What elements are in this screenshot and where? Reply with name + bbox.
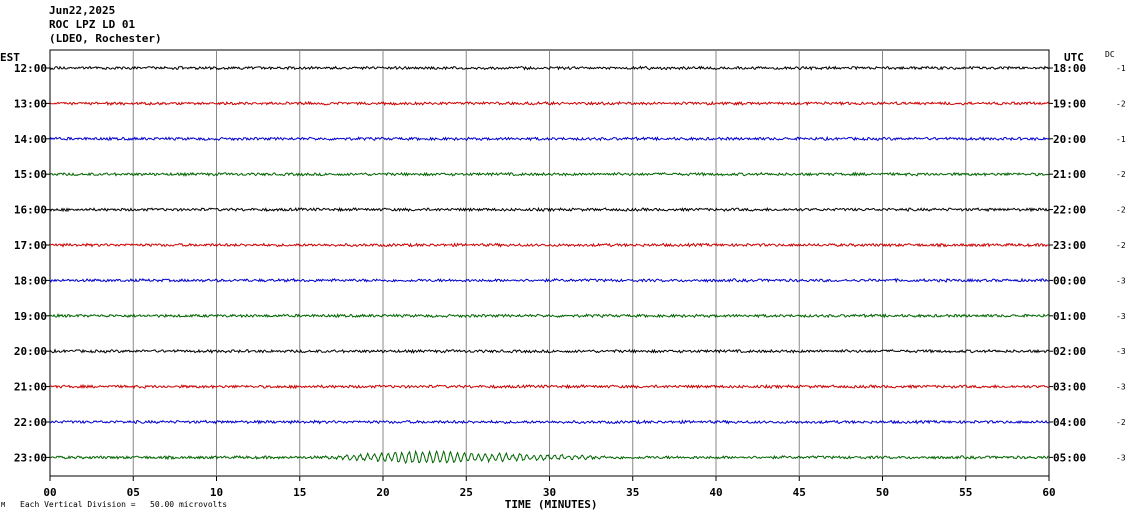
footer-scale-note: Each Vertical Division = 50.00 microvolt… bbox=[20, 500, 228, 509]
x-tick-label: 45 bbox=[793, 486, 806, 499]
dc-value-label: -3 bbox=[1116, 453, 1126, 462]
x-tick-label: 60 bbox=[1042, 486, 1055, 499]
dc-value-label: -1 bbox=[1116, 135, 1126, 144]
x-tick-label: 05 bbox=[127, 486, 140, 499]
dc-value-label: -1 bbox=[1116, 64, 1126, 73]
utc-time-label: 02:00 bbox=[1053, 345, 1086, 358]
trace-line bbox=[49, 171, 1050, 177]
trace-line bbox=[49, 100, 1050, 107]
dc-value-label: -2 bbox=[1116, 99, 1126, 108]
x-tick-label: 15 bbox=[293, 486, 306, 499]
trace-line bbox=[49, 135, 1050, 142]
utc-time-label: 05:00 bbox=[1053, 451, 1086, 464]
x-tick-label: 10 bbox=[210, 486, 223, 499]
x-tick-label: 25 bbox=[460, 486, 473, 499]
utc-time-label: 21:00 bbox=[1053, 168, 1086, 181]
utc-time-label: 22:00 bbox=[1053, 204, 1086, 217]
dc-value-label: -2 bbox=[1116, 418, 1126, 427]
dc-label: DC bbox=[1105, 50, 1115, 59]
est-time-label: 19:00 bbox=[14, 310, 47, 323]
est-time-label: 23:00 bbox=[14, 451, 47, 464]
dc-value-label: -3 bbox=[1116, 383, 1126, 392]
dc-value-label: -2 bbox=[1116, 206, 1126, 215]
utc-time-label: 04:00 bbox=[1053, 416, 1086, 429]
x-tick-label: 50 bbox=[876, 486, 889, 499]
header-network: (LDEO, Rochester) bbox=[49, 32, 162, 45]
x-axis-label: TIME (MINUTES) bbox=[505, 498, 598, 511]
header-date: Jun22,2025 bbox=[49, 4, 116, 17]
est-time-label: 13:00 bbox=[14, 97, 47, 110]
est-time-label: 22:00 bbox=[14, 416, 47, 429]
x-tick-label: 00 bbox=[43, 486, 56, 499]
est-time-label: 14:00 bbox=[14, 133, 47, 146]
utc-time-label: 00:00 bbox=[1053, 274, 1086, 287]
est-label: EST bbox=[0, 51, 20, 64]
utc-time-label: 18:00 bbox=[1053, 62, 1086, 75]
trace-line bbox=[49, 383, 1050, 390]
trace-line bbox=[49, 206, 1050, 213]
dc-value-label: -2 bbox=[1116, 170, 1126, 179]
trace-line bbox=[49, 313, 1050, 319]
x-tick-label: 30 bbox=[543, 486, 556, 499]
utc-time-label: 19:00 bbox=[1053, 97, 1086, 110]
trace-line bbox=[49, 348, 1050, 354]
x-tick-label: 35 bbox=[626, 486, 639, 499]
dc-value-label: -2 bbox=[1116, 241, 1126, 250]
utc-time-label: 03:00 bbox=[1053, 381, 1086, 394]
trace-line bbox=[49, 419, 1050, 425]
x-tick-label: 55 bbox=[959, 486, 972, 499]
trace-line bbox=[49, 277, 1050, 284]
trace-line bbox=[49, 65, 1050, 71]
est-time-label: 16:00 bbox=[14, 204, 47, 217]
est-time-label: 21:00 bbox=[14, 381, 47, 394]
dc-value-label: -3 bbox=[1116, 276, 1126, 285]
utc-time-label: 23:00 bbox=[1053, 239, 1086, 252]
utc-time-label: 20:00 bbox=[1053, 133, 1086, 146]
footer-mark: M bbox=[1, 501, 6, 509]
header-station: ROC LPZ LD 01 bbox=[49, 18, 136, 31]
est-time-label: 18:00 bbox=[14, 274, 47, 287]
est-time-label: 15:00 bbox=[14, 168, 47, 181]
trace-line bbox=[49, 242, 1050, 248]
dc-value-label: -3 bbox=[1116, 312, 1126, 321]
utc-label: UTC bbox=[1064, 51, 1084, 64]
trace-line bbox=[49, 449, 1049, 465]
dc-value-label: -3 bbox=[1116, 347, 1126, 356]
est-time-label: 17:00 bbox=[14, 239, 47, 252]
x-tick-label: 40 bbox=[709, 486, 722, 499]
est-time-label: 12:00 bbox=[14, 62, 47, 75]
utc-time-label: 01:00 bbox=[1053, 310, 1086, 323]
x-tick-label: 20 bbox=[376, 486, 389, 499]
est-time-label: 20:00 bbox=[14, 345, 47, 358]
